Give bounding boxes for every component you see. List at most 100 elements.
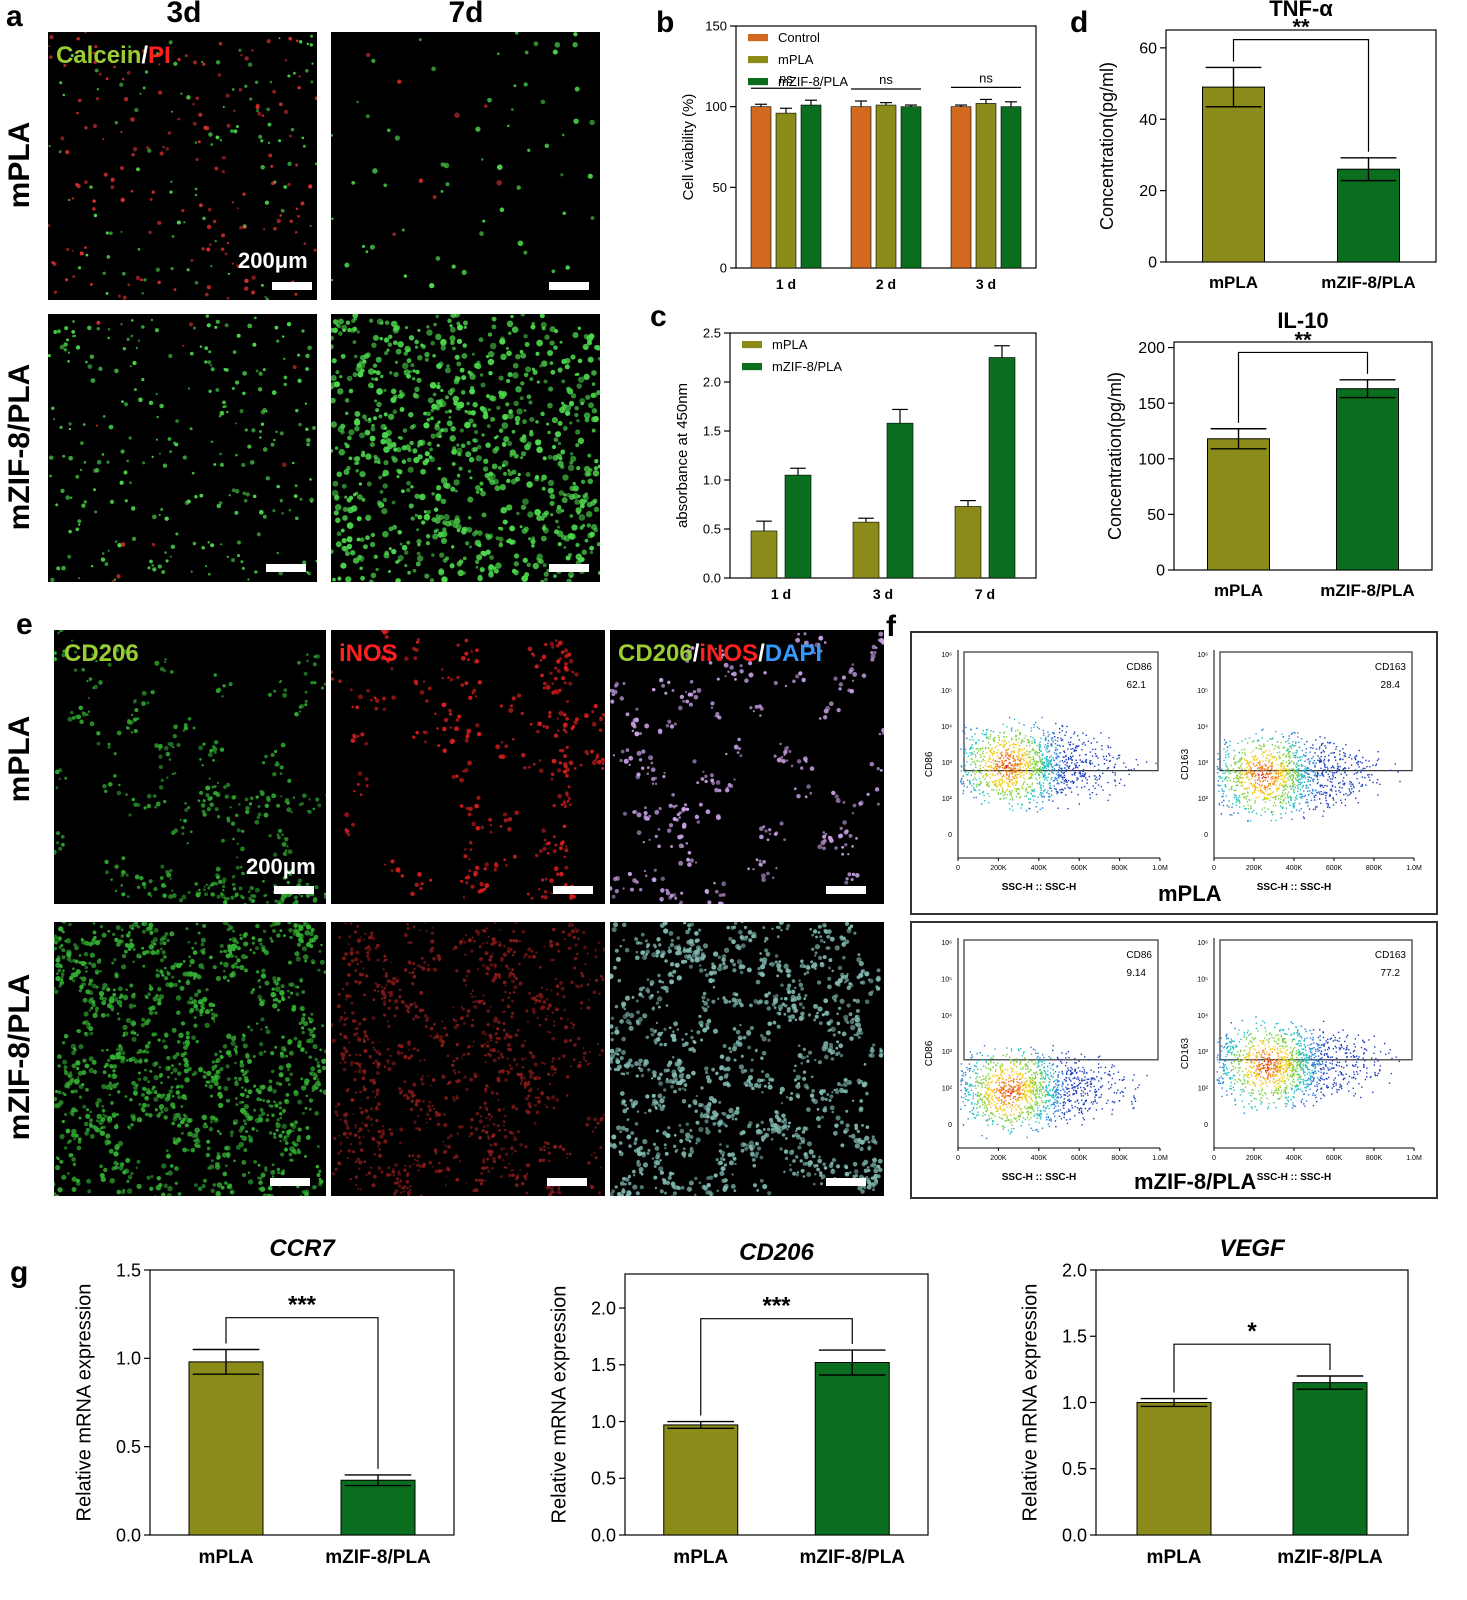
x-tick-label: mZIF-8/PLA [325, 1547, 431, 1568]
y-tick-label: 150 [1138, 396, 1165, 413]
x-tick-label: mZIF-8/PLA [1320, 581, 1414, 600]
bar [188, 1361, 264, 1536]
chart-title: CD206 [739, 1239, 814, 1266]
flow-x-tick-label: 600K [1326, 1155, 1343, 1162]
bar [954, 506, 982, 579]
bar [1202, 86, 1265, 263]
flow-y-axis-label: CD86 [924, 1040, 935, 1066]
significance-label: *** [288, 1292, 317, 1319]
density-cloud [1216, 728, 1401, 822]
flow-y-tick-label: 10³ [942, 1049, 953, 1056]
stain-separator: / [141, 42, 149, 69]
micrograph-cd206-mzif [54, 922, 326, 1196]
y-tick-label: 0.0 [703, 571, 721, 586]
flow-y-tick-label: 0 [948, 832, 952, 839]
cell-texture [331, 32, 595, 289]
plot-frame [624, 1273, 929, 1536]
gate-percentage: 9.14 [1127, 968, 1147, 979]
scale-bar [549, 564, 589, 572]
stain-dapi: DAPI [764, 640, 823, 667]
panel-label-c: c [650, 300, 667, 333]
y-tick-label: 1.5 [116, 1260, 141, 1280]
significance-bracket [1237, 351, 1369, 423]
y-tick-label: 100 [1138, 451, 1165, 468]
y-axis-label: Concentration(pg/ml) [1097, 62, 1117, 230]
bar [1337, 168, 1400, 263]
flow-y-tick-label: 0 [1204, 1122, 1208, 1129]
bar [814, 1362, 890, 1536]
y-tick-label: 2.0 [591, 1298, 616, 1318]
x-tick-label: mPLA [1147, 1547, 1202, 1568]
y-tick-label: 2.0 [1062, 1260, 1087, 1280]
scale-label-e: 200μm [246, 854, 316, 879]
flow-y-tick-label: 10⁴ [941, 1013, 952, 1020]
bar [1136, 1402, 1212, 1536]
flow-x-tick-label: 1.0M [1152, 865, 1168, 872]
cell-texture [54, 630, 326, 904]
y-tick-label: 50 [1147, 507, 1165, 524]
flow-y-tick-label: 0 [948, 1122, 952, 1129]
stain-inos: iNOS [699, 640, 759, 667]
cell-texture [331, 314, 600, 582]
y-tick-label: 60 [1139, 40, 1157, 57]
y-tick-label: 100 [705, 99, 727, 114]
y-tick-label: 0.0 [1062, 1525, 1087, 1545]
flow-y-tick-label: 10² [942, 1086, 953, 1093]
y-axis-label: Relative mRNA expression [1020, 1284, 1042, 1522]
micrograph-merge-mzif [610, 922, 884, 1196]
flow-x-tick-label: 200K [990, 865, 1007, 872]
y-tick-label: 0.0 [591, 1525, 616, 1545]
micrograph-mpla-7d [331, 32, 600, 300]
y-tick-label: 150 [705, 19, 727, 34]
legend-label: mPLA [772, 337, 808, 352]
flow-x-axis-label: SSC-H :: SSC-H [1257, 1172, 1331, 1183]
cell-texture [331, 630, 605, 901]
y-tick-label: 0 [720, 261, 727, 276]
bar [663, 1424, 739, 1536]
chart-title: TNF-α [1269, 0, 1333, 21]
chart-d-il10: IL-10 0 50 100 150 200 Concentration(pg/ml) mPL… [0, 0, 1467, 610]
flow-y-tick-label: 10² [1198, 796, 1209, 803]
bar [750, 530, 778, 579]
flow-x-tick-label: 0 [1212, 1155, 1216, 1162]
flow-x-axis-label: SSC-H :: SSC-H [1002, 1172, 1076, 1183]
stain-separator: / [758, 640, 765, 667]
plot-frame [149, 1269, 455, 1536]
flow-y-axis-label: CD86 [924, 751, 935, 777]
gate-percentage: 28.4 [1381, 680, 1401, 691]
significance-label: *** [762, 1293, 791, 1320]
y-tick-label: 0 [1148, 255, 1157, 272]
flow-y-tick-label: 10⁵ [1197, 688, 1208, 695]
flow-y-tick-label: 10⁶ [1197, 940, 1208, 947]
x-tick-label: mZIF-8/PLA [1277, 1547, 1383, 1568]
flow-y-tick-label: 10⁴ [1197, 724, 1208, 731]
flow-x-tick-label: 800K [1111, 1155, 1128, 1162]
flow-y-axis-label: CD163 [1180, 1038, 1191, 1070]
plot-frame [1173, 341, 1433, 571]
stain-label-inos: iNOS [339, 640, 398, 667]
panel-label-e: e [16, 608, 33, 641]
stain-calcein: Calcein [56, 42, 142, 69]
micrograph-inos-mzif [331, 922, 605, 1196]
x-tick-label: mPLA [1214, 581, 1263, 600]
flow-x-tick-label: 400K [1286, 1155, 1303, 1162]
flow-x-tick-label: 0 [956, 1155, 960, 1162]
significance-label: ns [979, 70, 993, 85]
scale-bar [826, 1178, 866, 1186]
flow-x-tick-label: 200K [1246, 1155, 1263, 1162]
scale-bar [547, 1178, 587, 1186]
y-tick-label: 1.0 [1062, 1393, 1087, 1413]
bar [1207, 438, 1270, 571]
flow-y-tick-label: 10⁵ [1197, 976, 1208, 983]
gate-marker-label: CD86 [1126, 662, 1152, 673]
stain-label-cd206: CD206 [64, 640, 139, 667]
significance-bracket [1232, 39, 1370, 152]
y-tick-label: 0.5 [116, 1437, 141, 1457]
flow-x-tick-label: 1.0M [1406, 865, 1422, 872]
flow-box-mpla: mPLA [910, 631, 1438, 915]
scale-bar [266, 564, 306, 572]
micrograph-cd206-mpla: CD206 200μm [54, 630, 326, 904]
flow-x-tick-label: 800K [1366, 1155, 1383, 1162]
micrograph-mpla-3d: Calcein/PI 200μm [48, 32, 317, 300]
